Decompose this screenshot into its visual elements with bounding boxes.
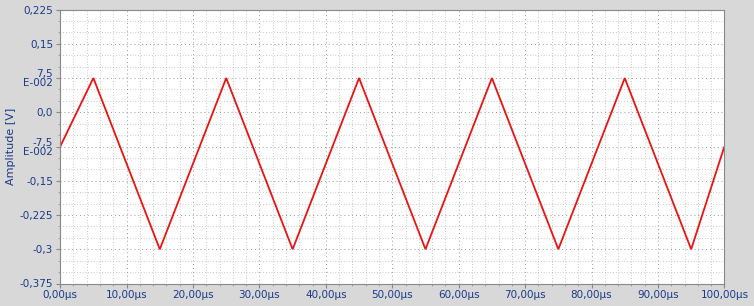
Y-axis label: Amplitude [V]: Amplitude [V] [5,108,16,185]
